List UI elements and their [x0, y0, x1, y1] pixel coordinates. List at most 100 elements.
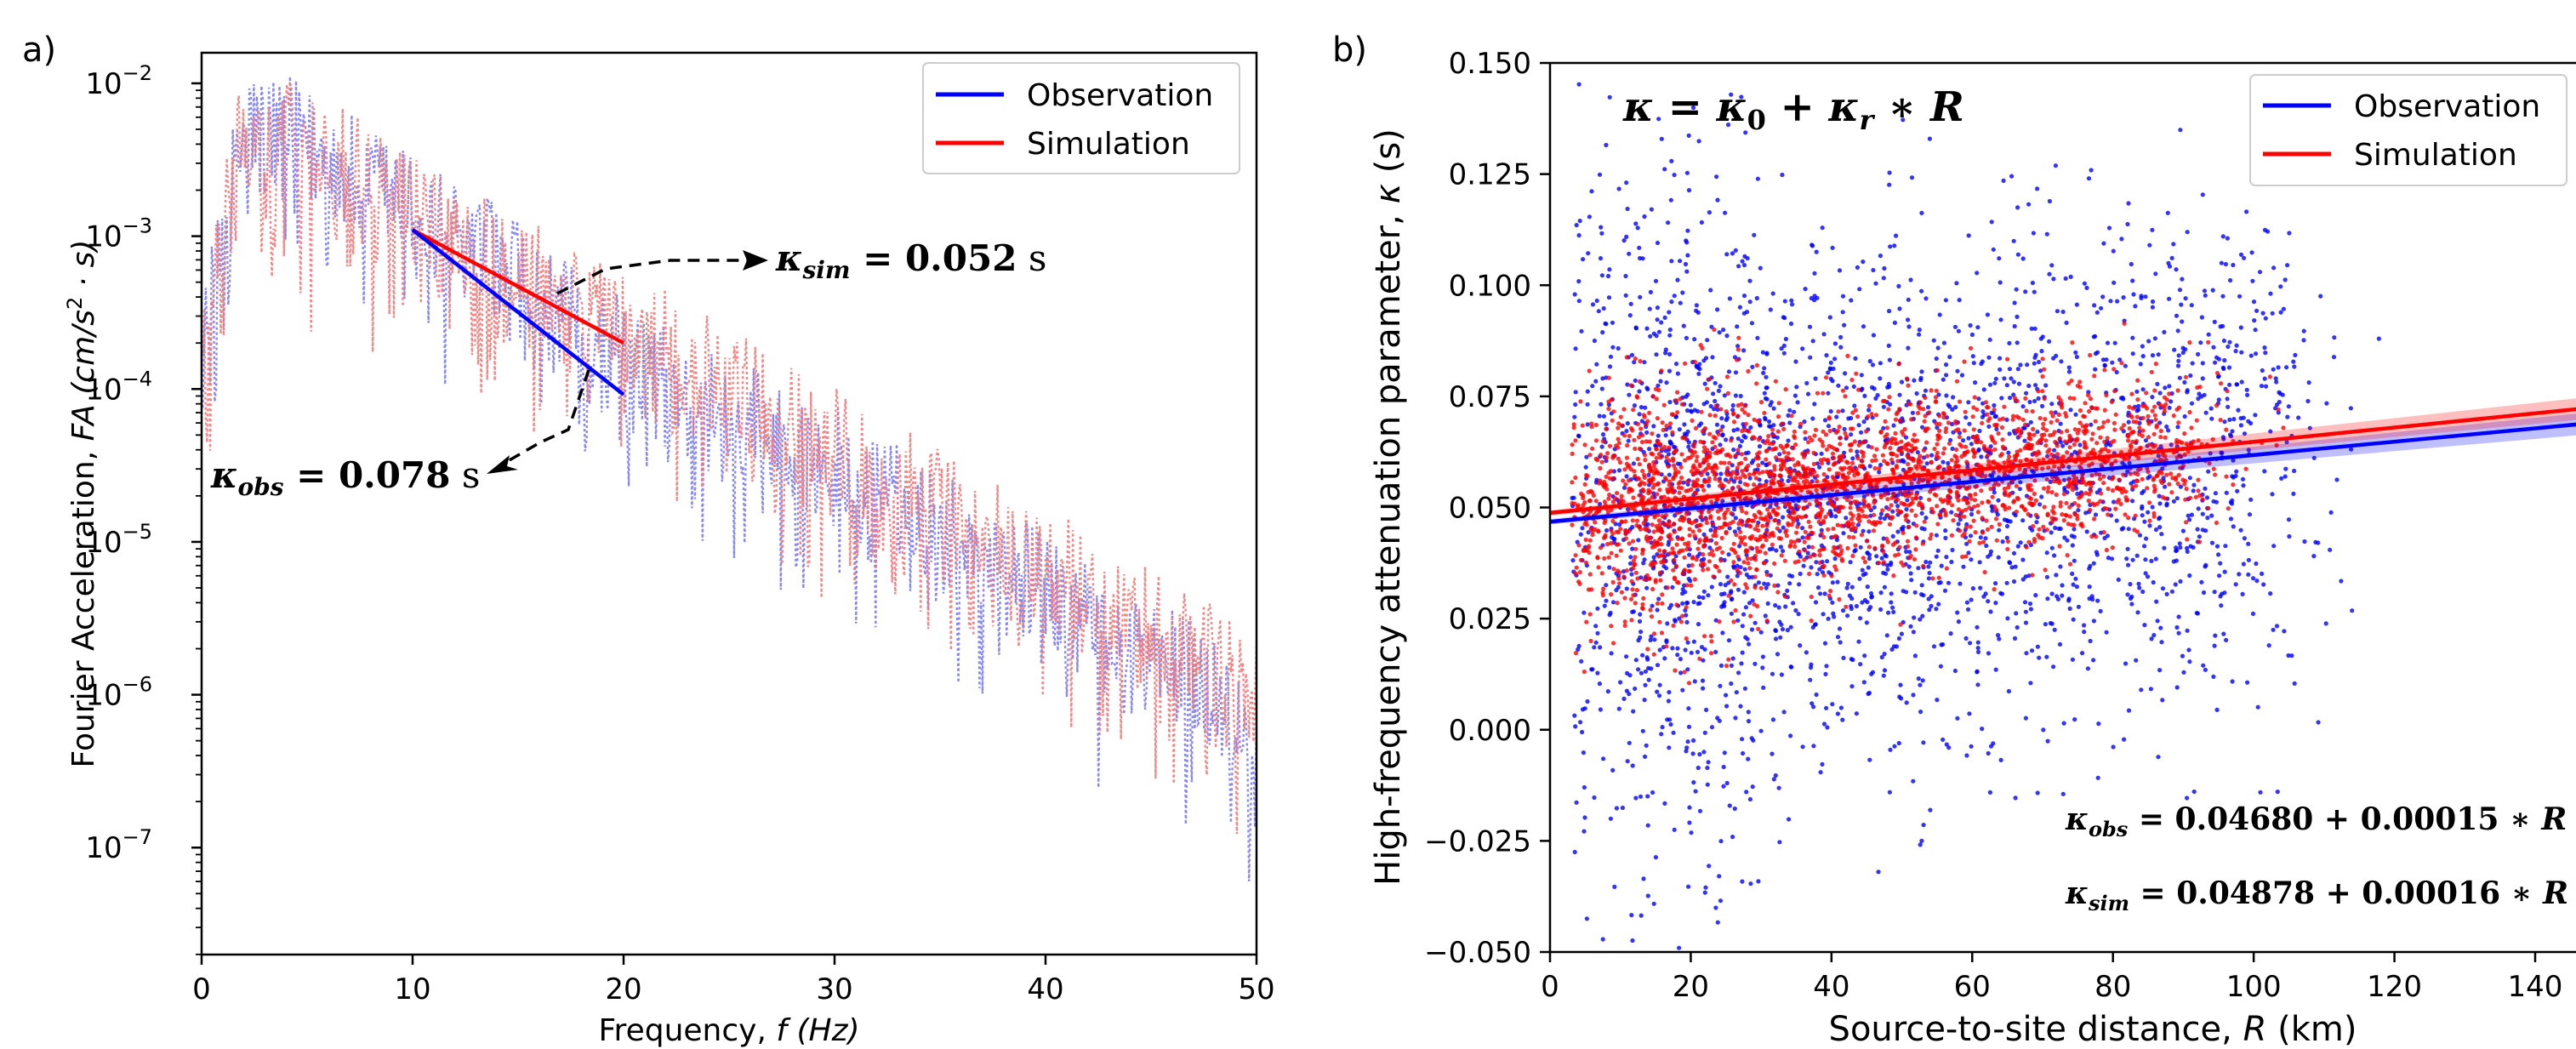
panel-b-point-observation	[1908, 571, 1913, 576]
panel-b-point-observation	[1685, 253, 1690, 258]
panel-b-point-observation	[2128, 596, 2134, 601]
panel-b-point-observation	[1684, 335, 1689, 340]
panel-b-point-simulation	[1986, 499, 1991, 504]
panel-b-point-simulation	[1651, 529, 1656, 534]
panel-b-point-simulation	[1604, 426, 1609, 431]
panel-b-point-simulation	[1764, 448, 1770, 453]
panel-b-point-observation	[1906, 324, 1912, 329]
panel-b-point-observation	[2150, 305, 2155, 310]
panel-b-point-observation	[1581, 750, 1586, 755]
panel-b-point-simulation	[1984, 518, 1989, 523]
panel-b-point-observation	[1912, 378, 1917, 383]
panel-b-point-simulation	[1792, 463, 1798, 468]
panel-b-point-observation	[1644, 743, 1649, 748]
panel-b-point-observation	[1727, 803, 1732, 808]
panel-b-point-simulation	[1831, 534, 1836, 539]
panel-b-point-simulation	[1919, 502, 1924, 507]
panel-b-point-observation	[1762, 581, 1767, 586]
panel-b-point-observation	[1768, 505, 1773, 510]
panel-b-point-observation	[1694, 363, 1699, 368]
panel-b-point-observation	[1837, 268, 1843, 273]
panel-b-point-simulation	[1710, 440, 1715, 445]
panel-b-point-observation	[1684, 749, 1689, 754]
panel-b-point-simulation	[1727, 460, 1732, 465]
panel-b-point-simulation	[1795, 524, 1800, 529]
panel-b-point-simulation	[1683, 361, 1688, 366]
panel-b-point-observation	[1963, 636, 1969, 641]
panel-b-point-observation	[1764, 385, 1770, 391]
panel-b-point-observation	[2033, 593, 2038, 598]
panel-b-point-observation	[1950, 407, 1955, 412]
panel-b-point-observation	[1963, 415, 1969, 420]
panel-b-point-simulation	[1730, 486, 1735, 492]
panel-b-point-simulation	[1670, 456, 1676, 461]
panel-b-point-observation	[2130, 278, 2135, 283]
panel-b-point-observation	[2173, 582, 2178, 587]
panel-b-point-observation	[2147, 242, 2152, 248]
panel-b-point-observation	[1743, 130, 1748, 135]
panel-b-point-simulation	[1924, 453, 1930, 459]
panel-b-point-observation	[1670, 584, 1675, 590]
panel-b-point-observation	[2146, 510, 2151, 515]
panel-b-point-observation	[2203, 564, 2208, 569]
panel-b-point-simulation	[1923, 428, 1928, 433]
panel-b-point-simulation	[1954, 492, 1959, 497]
panel-b-point-simulation	[2040, 536, 2045, 541]
panel-b-point-observation	[1650, 790, 1656, 795]
panel-b-point-simulation	[1638, 426, 1644, 431]
panel-b-point-simulation	[1889, 515, 1895, 520]
panel-b-point-observation	[2238, 325, 2243, 330]
panel-b-point-observation	[1741, 348, 1747, 353]
panel-b-point-observation	[2318, 294, 2323, 299]
panel-b-point-simulation	[2025, 457, 2030, 463]
panel-b-point-observation	[1720, 432, 1725, 437]
panel-b-point-observation	[2020, 518, 2026, 523]
panel-b-point-observation	[2020, 557, 2026, 562]
panel-b-point-observation	[1838, 640, 1843, 645]
panel-b-point-simulation	[2225, 389, 2230, 394]
panel-b-point-simulation	[1975, 440, 1980, 445]
panel-b-point-observation	[2055, 596, 2061, 601]
panel-b-point-simulation	[1973, 530, 1978, 535]
panel-b-point-observation	[2061, 477, 2066, 482]
panel-b-point-simulation	[1865, 539, 1870, 544]
panel-b-point-observation	[1987, 337, 1992, 342]
panel-b-point-observation	[1788, 733, 1793, 738]
panel-b-point-observation	[1931, 644, 1937, 649]
panel-b-point-observation	[1763, 396, 1769, 401]
panel-b-point-simulation	[1921, 563, 1926, 569]
panel-b-point-simulation	[2174, 455, 2180, 460]
panel-b-point-simulation	[1667, 550, 1673, 556]
panel-b-point-simulation	[1611, 409, 1616, 414]
panel-a: a) 0 10 20 30 40 50 10−210−310−410−510−610−7 …	[22, 31, 1275, 1048]
panel-b-point-simulation	[2040, 373, 2045, 379]
panel-b-point-simulation	[1824, 375, 1829, 380]
panel-b-point-observation	[1949, 421, 1955, 427]
panel-b-point-observation	[1869, 595, 1874, 600]
panel-b-point-simulation	[1802, 473, 1807, 478]
panel-b-point-simulation	[2162, 409, 2167, 414]
panel-b-point-simulation	[2119, 426, 2124, 431]
panel-b-point-observation	[2085, 666, 2090, 671]
panel-b-point-observation	[2049, 263, 2055, 268]
panel-b-point-simulation	[2213, 472, 2218, 477]
panel-b-point-observation	[1672, 827, 1677, 832]
panel-b-point-observation	[1975, 624, 1980, 630]
panel-b-point-observation	[1969, 597, 1974, 602]
panel-b-point-simulation	[1872, 545, 1878, 551]
panel-b-point-observation	[1920, 613, 1925, 619]
panel-b-point-observation	[2035, 790, 2040, 795]
panel-b-point-simulation	[1831, 455, 1837, 461]
panel-b-point-observation	[2126, 527, 2131, 532]
panel-b-point-observation	[1958, 581, 1963, 586]
panel-b-point-simulation	[2037, 527, 2042, 532]
panel-b-point-simulation	[2075, 516, 2080, 522]
panel-b-point-simulation	[2231, 482, 2236, 487]
panel-b-point-simulation	[2065, 450, 2070, 455]
panel-b-point-observation	[2020, 404, 2026, 409]
panel-b-point-simulation	[1850, 553, 1855, 559]
panel-b-point-simulation	[2134, 438, 2139, 444]
panel-b-point-observation	[1862, 393, 1867, 398]
panel-b-point-simulation	[1695, 500, 1701, 505]
panel-b-point-observation	[1937, 312, 1942, 317]
